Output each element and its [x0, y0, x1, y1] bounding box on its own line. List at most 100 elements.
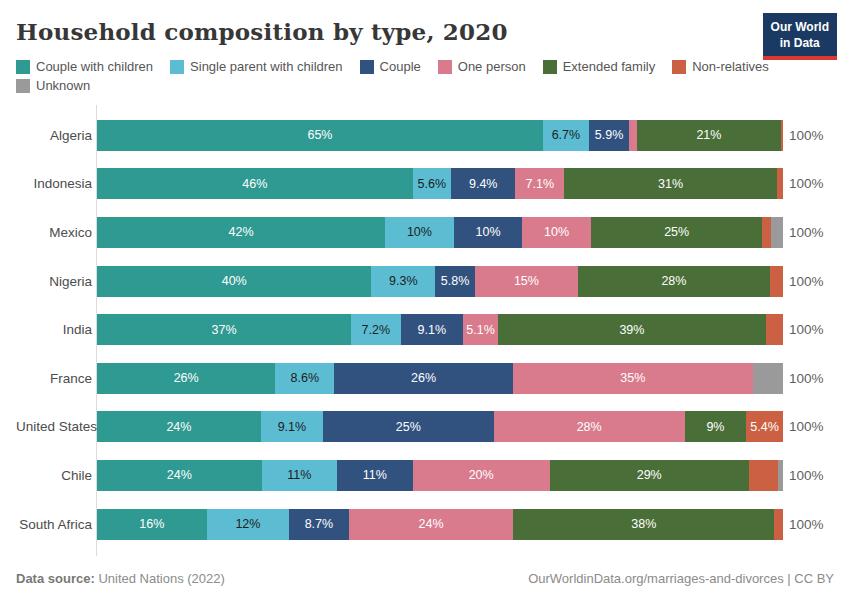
chart-row-nigeria: Nigeria40%9.3%5.8%15%28%100% [0, 257, 850, 306]
legend-swatch-extended-family [543, 60, 557, 74]
bar-segment-extended-family[interactable]: 9% [685, 411, 746, 442]
bar-track: 65%6.7%5.9% 21% [97, 120, 783, 151]
bar-segment-one-person[interactable]: 15% [475, 266, 578, 297]
bar-segment-couple-with-children[interactable]: 42% [97, 217, 385, 248]
country-label: India [16, 322, 92, 337]
row-total-label: 100% [783, 225, 834, 240]
bar-segment-non-relatives[interactable] [749, 460, 779, 491]
legend-swatch-couple [360, 60, 374, 74]
chart-row-france: France26%8.6%26%35%100% [0, 354, 850, 403]
legend-label: Unknown [36, 78, 90, 93]
legend-item-unknown: Unknown [16, 78, 90, 93]
bar-segment-couple[interactable]: 5.9% [589, 120, 629, 151]
owid-chart-page: Household composition by type, 2020 Our … [0, 0, 850, 600]
bar-segment-couple[interactable]: 9.4% [451, 168, 515, 199]
bar-segment-extended-family[interactable]: 28% [578, 266, 770, 297]
bar-segment-single-parent-with-children[interactable]: 5.6% [413, 168, 451, 199]
legend-item-non-relatives: Non-relatives [672, 59, 769, 74]
country-label: Nigeria [16, 274, 92, 289]
bar-segment-couple-with-children[interactable]: 37% [97, 314, 351, 345]
bar-segment-single-parent-with-children[interactable]: 12% [207, 509, 289, 540]
row-total-label: 100% [783, 517, 834, 532]
bar-segment-extended-family[interactable]: 31% [564, 168, 777, 199]
legend-item-extended-family: Extended family [543, 59, 656, 74]
bar-segment-non-relatives[interactable] [762, 217, 770, 248]
row-total-label: 100% [783, 128, 834, 143]
bar-segment-one-person[interactable]: 24% [349, 509, 514, 540]
bar-segment-single-parent-with-children[interactable]: 8.6% [275, 363, 334, 394]
bar-track: 42%10%10%10%25% [97, 217, 783, 248]
bar-segment-couple-with-children[interactable]: 46% [97, 168, 413, 199]
bar-segment-couple-with-children[interactable]: 65% [97, 120, 543, 151]
legend-label: Couple [380, 59, 421, 74]
bar-segment-couple[interactable]: 26% [334, 363, 512, 394]
bar-segment-non-relatives[interactable] [766, 314, 783, 345]
country-label: United States [16, 419, 92, 434]
legend-swatch-couple-with-children [16, 60, 30, 74]
bar-segment-couple-with-children[interactable]: 24% [97, 411, 261, 442]
bar-segment-one-person[interactable]: 20% [413, 460, 550, 491]
bar-segment-one-person[interactable]: 7.1% [515, 168, 564, 199]
bar-track: 24%9.1%25%28%9%5.4% [97, 411, 783, 442]
legend-swatch-non-relatives [672, 60, 686, 74]
bar-segment-couple[interactable]: 10% [454, 217, 523, 248]
bar-segment-single-parent-with-children[interactable]: 6.7% [543, 120, 589, 151]
bar-segment-couple[interactable]: 25% [323, 411, 494, 442]
chart-row-indonesia: Indonesia46%5.6%9.4%7.1%31%100% [0, 160, 850, 209]
chart-row-chile: Chile24%11%11%20%29%100% [0, 451, 850, 500]
bar-segment-single-parent-with-children[interactable]: 7.2% [351, 314, 400, 345]
bar-segment-couple[interactable]: 9.1% [401, 314, 463, 345]
bar-track: 26%8.6%26%35% [97, 363, 783, 394]
legend-label: One person [458, 59, 526, 74]
bar-segment-extended-family[interactable]: 38% [513, 509, 774, 540]
bar-segment-couple-with-children[interactable]: 26% [97, 363, 275, 394]
data-source-value: United Nations (2022) [98, 571, 224, 586]
chart-rows: Algeria65%6.7%5.9%21%100%Indonesia46%5.6… [0, 111, 850, 548]
bar-segment-couple-with-children[interactable]: 16% [97, 509, 207, 540]
bar-segment-one-person[interactable]: 35% [513, 363, 753, 394]
bar-segment-couple[interactable]: 5.8% [435, 266, 475, 297]
legend-item-couple-with-children: Couple with children [16, 59, 153, 74]
bar-segment-couple-with-children[interactable]: 40% [97, 266, 371, 297]
legend-swatch-one-person [438, 60, 452, 74]
bar-segment-extended-family[interactable]: 25% [591, 217, 763, 248]
bar-track: 37%7.2%9.1%5.1%39% [97, 314, 783, 345]
bar-track: 46%5.6%9.4%7.1%31% [97, 168, 783, 199]
bar-segment-single-parent-with-children[interactable]: 11% [262, 460, 337, 491]
bar-segment-single-parent-with-children[interactable]: 9.1% [261, 411, 323, 442]
bar-segment-unknown[interactable] [771, 217, 783, 248]
owid-logo-line2: in Data [771, 36, 829, 52]
data-source-note: Data source: United Nations (2022) [16, 571, 225, 586]
bar-segment-one-person[interactable]: 5.1% [463, 314, 498, 345]
bar-segment-extended-family[interactable]: 29% [550, 460, 749, 491]
bar-segment-single-parent-with-children[interactable]: 10% [385, 217, 454, 248]
bar-track: 40%9.3%5.8%15%28% [97, 266, 783, 297]
data-source-label: Data source: [16, 571, 95, 586]
bar-segment-one-person[interactable] [629, 120, 637, 151]
bar-segment-couple[interactable]: 8.7% [289, 509, 349, 540]
bar-segment-single-parent-with-children[interactable]: 9.3% [371, 266, 435, 297]
country-label: Indonesia [16, 176, 92, 191]
row-total-label: 100% [783, 274, 834, 289]
bar-segment-extended-family[interactable]: 39% [498, 314, 766, 345]
bar-segment-one-person[interactable]: 10% [522, 217, 591, 248]
bar-segment-non-relatives[interactable] [770, 266, 783, 297]
legend-item-single-parent-with-children: Single parent with children [170, 59, 342, 74]
legend-item-one-person: One person [438, 59, 526, 74]
legend-label: Extended family [563, 59, 656, 74]
bar-segment-unknown[interactable] [753, 363, 783, 394]
page-title: Household composition by type, 2020 [16, 18, 834, 45]
credit-link[interactable]: OurWorldinData.org/marriages-and-divorce… [528, 571, 834, 586]
country-label: France [16, 371, 92, 386]
bar-segment-non-relatives[interactable] [774, 509, 783, 540]
bar-segment-couple-with-children[interactable]: 24% [97, 460, 262, 491]
chart-row-south-africa: South Africa16%12%8.7%24%38%100% [0, 500, 850, 549]
row-total-label: 100% [783, 322, 834, 337]
bar-segment-extended-family[interactable]: 21% [637, 120, 781, 151]
bar-segment-couple[interactable]: 11% [337, 460, 412, 491]
bar-segment-one-person[interactable]: 28% [494, 411, 685, 442]
row-total-label: 100% [783, 468, 834, 483]
bar-segment-non-relatives[interactable]: 5.4% [746, 411, 783, 442]
bar-track: 16%12%8.7%24%38% [97, 509, 783, 540]
country-label: Chile [16, 468, 92, 483]
